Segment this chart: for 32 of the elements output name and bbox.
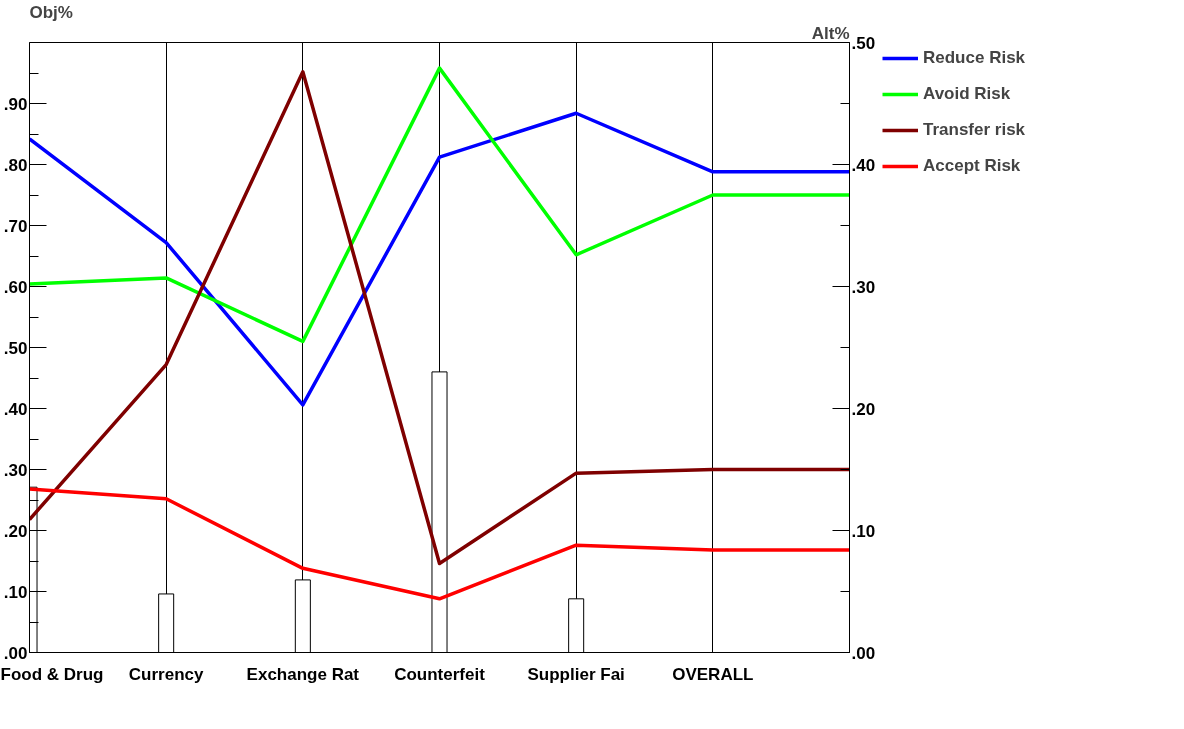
line-series bbox=[29, 66, 850, 344]
x-tick-label: OVERALL bbox=[672, 664, 754, 684]
y-tick-label: .20 bbox=[3, 521, 28, 541]
y-tick-label: .70 bbox=[3, 216, 28, 236]
y2-tick-label: .40 bbox=[851, 155, 876, 175]
y2-tick-label: .50 bbox=[851, 33, 876, 53]
y-tick-label: .30 bbox=[3, 460, 28, 480]
line-series bbox=[29, 111, 850, 407]
x-tick-label: Supplier Fai bbox=[527, 664, 625, 684]
y2-tick-label: .00 bbox=[851, 643, 876, 663]
y2-tick-label: .20 bbox=[851, 399, 876, 419]
x-tick-label: Currency bbox=[128, 664, 205, 684]
legend-label: Transfer risk bbox=[923, 120, 1026, 140]
legend-label: Reduce Risk bbox=[923, 48, 1026, 68]
y-tick-label: .60 bbox=[3, 277, 28, 297]
x-tick-label: Exchange Rat bbox=[246, 664, 360, 684]
y-tick-label: .10 bbox=[3, 582, 28, 602]
legend-label: Accept Risk bbox=[923, 156, 1021, 176]
x-tick-label: Food & Drug bbox=[0, 664, 104, 684]
y-tick-label: .80 bbox=[3, 155, 28, 175]
y-tick-label: .40 bbox=[3, 399, 28, 419]
y2-tick-label: .30 bbox=[851, 277, 876, 297]
y-tick-label: .50 bbox=[3, 338, 28, 358]
y-tick-label: .90 bbox=[3, 94, 28, 114]
legend-label: Avoid Risk bbox=[923, 84, 1011, 104]
y2-axis-title: Alt% bbox=[811, 23, 850, 43]
y-axis-title: Obj% bbox=[29, 2, 73, 22]
x-tick-label: Counterfeit bbox=[394, 664, 486, 684]
y2-tick-label: .10 bbox=[851, 521, 876, 541]
line-series bbox=[29, 70, 850, 566]
y-tick-label: .00 bbox=[3, 643, 28, 663]
line-series bbox=[29, 487, 850, 601]
